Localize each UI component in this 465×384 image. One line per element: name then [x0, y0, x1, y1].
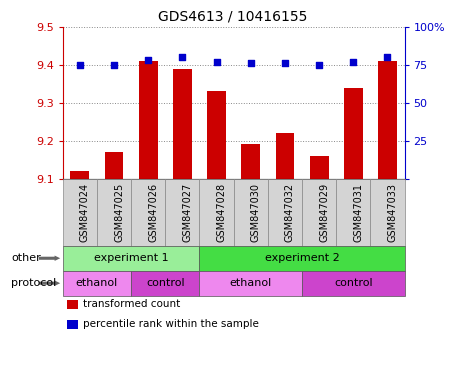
Text: other: other — [11, 253, 41, 263]
Text: GSM847027: GSM847027 — [182, 182, 193, 242]
Bar — [241, 144, 260, 179]
Point — [179, 54, 186, 60]
Bar — [173, 69, 192, 179]
Text: GSM847025: GSM847025 — [114, 182, 124, 242]
Bar — [105, 152, 123, 179]
Bar — [378, 61, 397, 179]
Text: GSM847032: GSM847032 — [285, 183, 295, 242]
Text: control: control — [146, 278, 185, 288]
Text: control: control — [334, 278, 372, 288]
Text: GSM847033: GSM847033 — [387, 183, 398, 242]
Point — [350, 59, 357, 65]
Point — [247, 60, 254, 66]
Point — [110, 62, 118, 68]
Text: GSM847030: GSM847030 — [251, 183, 261, 242]
Text: protocol: protocol — [11, 278, 57, 288]
Text: experiment 2: experiment 2 — [265, 253, 339, 263]
Text: GSM847024: GSM847024 — [80, 183, 90, 242]
Text: experiment 1: experiment 1 — [94, 253, 168, 263]
Bar — [207, 91, 226, 179]
Text: GDS4613 / 10416155: GDS4613 / 10416155 — [158, 10, 307, 23]
Point — [384, 54, 391, 60]
Text: GSM847028: GSM847028 — [217, 183, 226, 242]
Point — [213, 59, 220, 65]
Bar — [139, 61, 158, 179]
Point — [76, 62, 84, 68]
Text: transformed count: transformed count — [83, 299, 180, 310]
Bar — [71, 171, 89, 179]
Bar — [344, 88, 363, 179]
Bar — [276, 133, 294, 179]
Text: GSM847029: GSM847029 — [319, 183, 329, 242]
Text: ethanol: ethanol — [230, 278, 272, 288]
Point — [145, 57, 152, 63]
Text: GSM847031: GSM847031 — [353, 183, 363, 242]
Point — [281, 60, 289, 66]
Text: ethanol: ethanol — [76, 278, 118, 288]
Text: percentile rank within the sample: percentile rank within the sample — [83, 319, 259, 329]
Point — [315, 62, 323, 68]
Text: GSM847026: GSM847026 — [148, 183, 158, 242]
Bar — [310, 156, 328, 179]
